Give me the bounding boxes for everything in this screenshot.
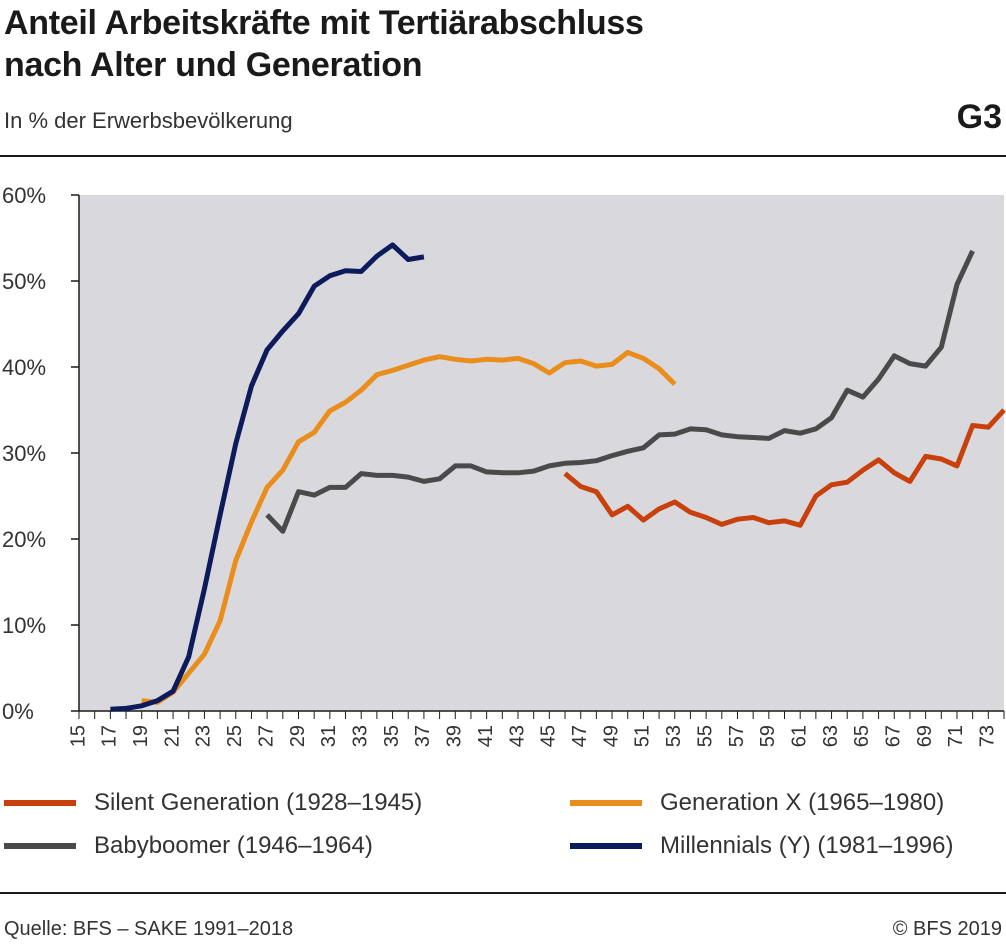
legend-item-babyboomer: Babyboomer (1946–1964)	[4, 831, 373, 861]
legend-swatch	[570, 843, 642, 849]
x-tick-label: 29	[287, 725, 309, 747]
x-tick-label: 47	[569, 725, 591, 747]
x-tick-label: 55	[694, 725, 716, 747]
series-line-millennials-y-1981-1996	[110, 242, 425, 712]
chart-title: Anteil Arbeitskräfte mit Tertiärabschlus…	[4, 2, 864, 86]
x-tick-label: 39	[444, 725, 466, 747]
series-line-babyboomer-1946-1964	[265, 249, 975, 534]
x-tick-label: 17	[99, 725, 121, 747]
x-tick-label: 19	[130, 725, 152, 747]
legend-swatch	[4, 800, 76, 806]
legend-label: Babyboomer (1946–1964)	[94, 832, 373, 859]
line-chart: 0% 10% 20% 30% 40% 50% 60% 15 17 19 21 23 25 27 29 31 33…	[2, 183, 1006, 747]
plot-area	[79, 195, 1004, 711]
x-tick-label: 69	[914, 725, 936, 747]
x-tick-label: 31	[318, 725, 340, 747]
y-tick-label: 10%	[2, 613, 46, 638]
x-tick-label: 45	[538, 725, 560, 747]
header-divider	[0, 155, 1006, 157]
x-tick-label: 63	[820, 725, 842, 747]
copyright: © BFS 2019	[892, 918, 1002, 940]
x-tick-label: 73	[977, 725, 999, 747]
legend-label: Millennials (Y) (1981–1996)	[660, 832, 954, 859]
y-tick-label: 0%	[2, 699, 34, 724]
x-tick-label: 33	[349, 725, 371, 747]
x-tick-label: 49	[600, 725, 622, 747]
x-tick-label: 37	[412, 725, 434, 747]
legend-label: Generation X (1965–1980)	[660, 789, 945, 816]
x-tick-label: 61	[788, 725, 810, 747]
chart-subtitle: In % der Erwerbsbevölkerung	[4, 108, 293, 133]
y-tick-label: 50%	[2, 269, 46, 294]
chart-code: G3	[956, 98, 1002, 136]
x-tick-label: 15	[67, 725, 89, 747]
x-tick-label: 51	[632, 725, 654, 747]
legend-label: Silent Generation (1928–1945)	[94, 789, 423, 816]
x-tick-label: 21	[161, 725, 183, 747]
chart-title-line-1: Anteil Arbeitskräfte mit Tertiärabschlus…	[4, 4, 644, 42]
series-line-generation-x-1965-1980	[141, 349, 677, 705]
x-tick-label: 67	[883, 725, 905, 747]
x-tick-label: 65	[851, 725, 873, 747]
x-tick-label: 35	[381, 725, 403, 747]
x-tick-label: 27	[255, 725, 277, 747]
y-tick-label: 40%	[2, 355, 46, 380]
y-tick-label: 60%	[2, 183, 46, 208]
legend-item-millennials: Millennials (Y) (1981–1996)	[570, 831, 953, 861]
legend-item-generation-x: Generation X (1965–1980)	[570, 788, 944, 818]
legend-swatch	[570, 800, 642, 806]
x-tick-label: 59	[757, 725, 779, 747]
legend-swatch	[4, 843, 76, 849]
x-tick-label: 71	[945, 725, 967, 747]
footer-divider	[0, 892, 1006, 894]
x-tick-label: 41	[475, 725, 497, 747]
series-line-silent-generation-1928-1945	[563, 408, 1006, 528]
source-note: Quelle: BFS – SAKE 1991–2018	[4, 918, 294, 940]
legend-item-silent-generation: Silent Generation (1928–1945)	[4, 788, 422, 818]
x-tick-label: 57	[726, 725, 748, 747]
x-tick-label: 43	[506, 725, 528, 747]
y-tick-label: 30%	[2, 441, 46, 466]
chart-title-line-2: nach Alter und Generation	[4, 46, 423, 84]
y-tick-label: 20%	[2, 527, 46, 552]
x-tick-label: 23	[193, 725, 215, 747]
x-tick-label: 25	[224, 725, 246, 747]
x-tick-label: 53	[663, 725, 685, 747]
